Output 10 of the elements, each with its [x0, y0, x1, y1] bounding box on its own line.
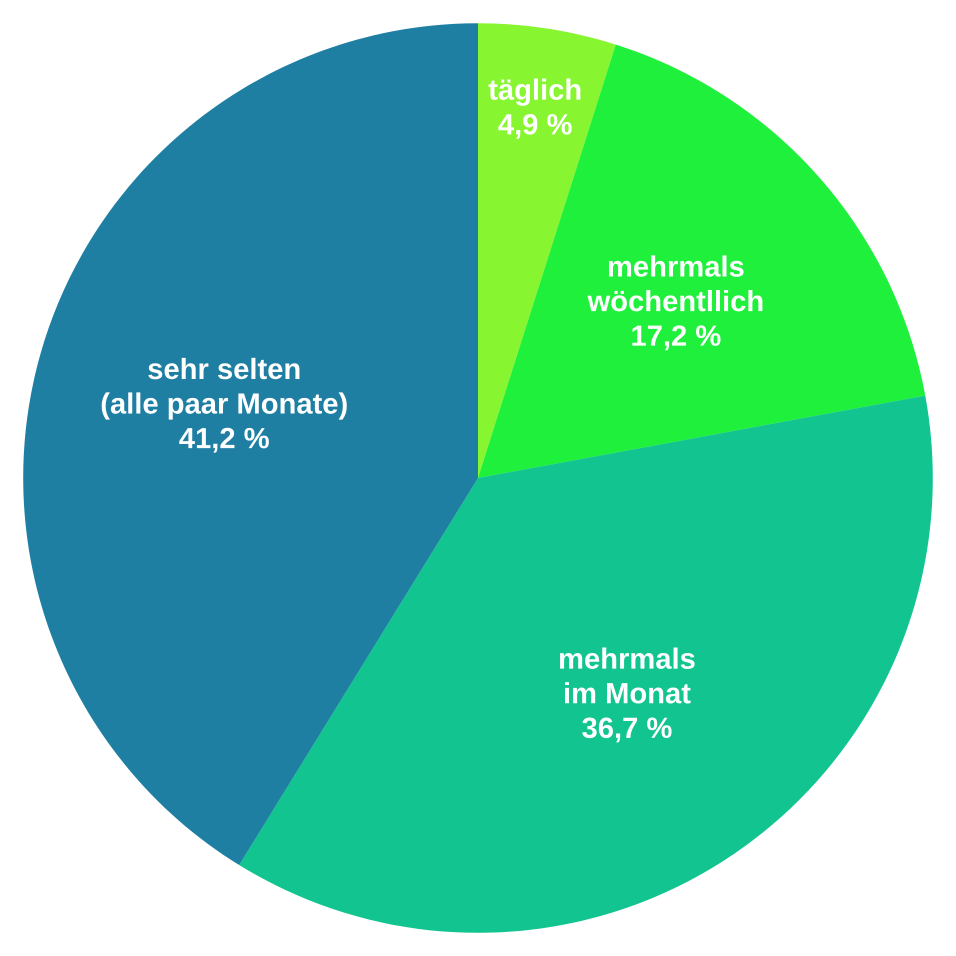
data-label: 4,9 %: [498, 114, 572, 139]
slice-label: täglich: [488, 78, 580, 106]
pie-slice: [478, 44, 926, 478]
pie-slice: [23, 23, 478, 866]
slice-label: mehrmals im Monat: [560, 648, 695, 704]
slice-label: sehr selten (alle paar Monate): [102, 358, 347, 420]
data-label: 41,2 %: [179, 428, 269, 453]
slice-label: mehrmals wöchentllich: [587, 255, 762, 312]
data-label: 17,2 %: [632, 325, 720, 350]
data-label: 36,7 %: [582, 717, 672, 742]
